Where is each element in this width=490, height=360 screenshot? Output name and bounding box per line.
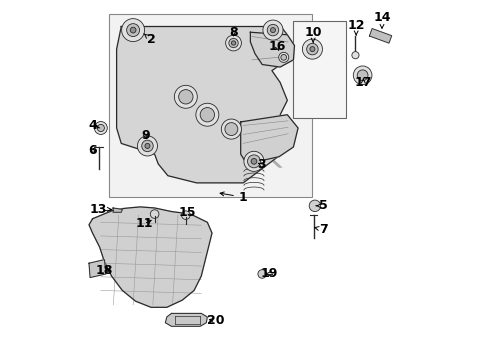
Circle shape: [352, 51, 359, 59]
Circle shape: [150, 210, 159, 219]
Text: 17: 17: [355, 76, 372, 89]
Text: 19: 19: [261, 267, 278, 280]
Text: 11: 11: [135, 217, 152, 230]
Circle shape: [174, 85, 197, 108]
Circle shape: [130, 27, 136, 33]
Circle shape: [97, 125, 104, 132]
Text: 8: 8: [229, 26, 238, 39]
Text: 9: 9: [141, 129, 149, 142]
Bar: [109, 14, 312, 197]
Text: 20: 20: [207, 314, 224, 327]
Circle shape: [137, 136, 157, 156]
Circle shape: [200, 108, 215, 122]
Circle shape: [126, 24, 140, 37]
Text: 15: 15: [178, 207, 196, 220]
Bar: [294, 22, 346, 118]
Circle shape: [122, 19, 145, 41]
Polygon shape: [89, 207, 212, 307]
Text: 2: 2: [144, 33, 155, 46]
Text: 5: 5: [316, 199, 327, 212]
Text: 16: 16: [269, 40, 286, 53]
Circle shape: [279, 52, 289, 62]
Polygon shape: [117, 27, 287, 183]
Text: 13: 13: [90, 203, 111, 216]
Polygon shape: [89, 260, 106, 278]
Circle shape: [281, 54, 287, 60]
Circle shape: [95, 122, 107, 134]
Circle shape: [263, 20, 283, 40]
Circle shape: [302, 39, 322, 59]
Circle shape: [247, 155, 260, 168]
Text: 7: 7: [315, 223, 327, 236]
Circle shape: [251, 158, 257, 164]
Text: 4: 4: [88, 119, 100, 132]
Circle shape: [307, 43, 318, 55]
Circle shape: [225, 35, 242, 51]
Text: 18: 18: [96, 264, 113, 277]
Circle shape: [225, 123, 238, 135]
Text: 12: 12: [347, 19, 365, 35]
Text: 6: 6: [88, 144, 97, 157]
Circle shape: [142, 140, 153, 152]
Circle shape: [181, 211, 190, 220]
Circle shape: [357, 70, 368, 81]
Circle shape: [179, 90, 193, 104]
Circle shape: [145, 143, 150, 148]
Circle shape: [221, 119, 242, 139]
Circle shape: [309, 200, 320, 212]
Circle shape: [267, 24, 279, 36]
Polygon shape: [113, 208, 122, 212]
Text: 10: 10: [304, 26, 322, 42]
Text: 14: 14: [373, 12, 391, 28]
Circle shape: [270, 28, 275, 33]
Circle shape: [353, 66, 372, 85]
Circle shape: [310, 46, 315, 51]
Polygon shape: [166, 314, 207, 326]
Circle shape: [196, 103, 219, 126]
Circle shape: [258, 270, 267, 278]
Circle shape: [229, 39, 238, 48]
Polygon shape: [241, 115, 298, 164]
Polygon shape: [250, 32, 294, 67]
Circle shape: [244, 151, 264, 171]
Polygon shape: [369, 28, 392, 43]
Text: 1: 1: [220, 191, 247, 204]
Circle shape: [231, 41, 236, 45]
Text: 3: 3: [257, 158, 266, 171]
